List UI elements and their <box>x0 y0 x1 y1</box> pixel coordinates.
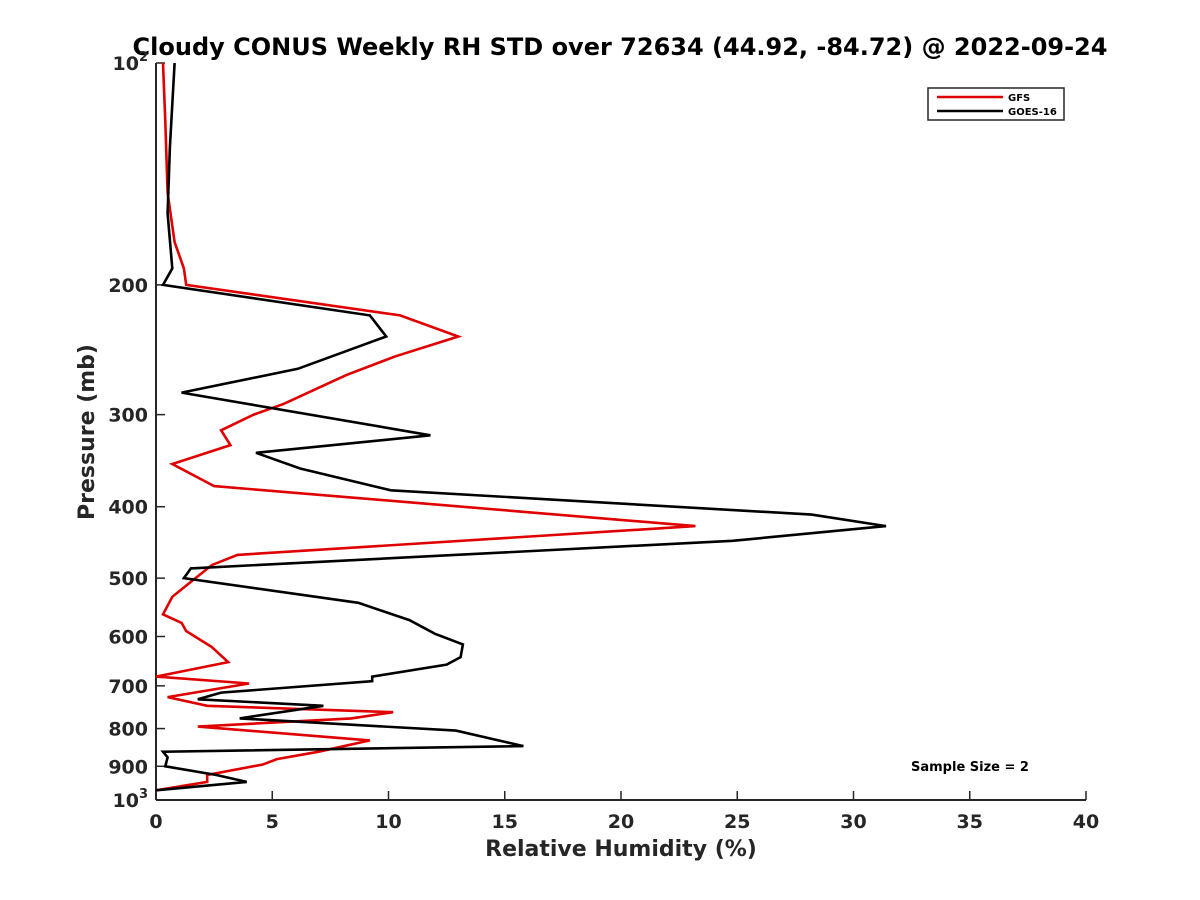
y-tick-label: 800 <box>108 719 148 741</box>
legend-label-goes16: GOES-16 <box>1008 107 1057 118</box>
y-tick-label: 700 <box>108 676 148 698</box>
x-tick-label: 10 <box>375 811 401 833</box>
legend-box <box>927 87 1065 121</box>
x-axis-label: Relative Humidity (%) <box>485 837 757 862</box>
y-tick-label: 600 <box>108 626 148 648</box>
series-layer <box>155 62 887 792</box>
x-tick-label: 40 <box>1073 811 1099 833</box>
x-tick-label: 35 <box>957 811 983 833</box>
y-tick-label: 500 <box>108 568 148 590</box>
plot-frame <box>155 63 1086 801</box>
series-line-goes16 <box>155 62 887 792</box>
x-tick-label: 0 <box>149 811 162 833</box>
y-tick-label: 103 <box>113 787 149 812</box>
x-axis: 0 5 10 15 20 25 30 35 40 <box>149 791 1099 833</box>
y-tick-label: 300 <box>108 405 148 427</box>
x-tick-label: 25 <box>724 811 750 833</box>
legend-label-gfs: GFS <box>1008 93 1030 104</box>
legend: GFS GOES-16 <box>927 87 1065 121</box>
sample-size-annotation: Sample Size = 2 <box>911 760 1029 775</box>
y-tick-label: 400 <box>108 497 148 519</box>
x-tick-label: 5 <box>266 811 279 833</box>
x-tick-label: 20 <box>608 811 634 833</box>
y-tick-label: 900 <box>108 756 148 778</box>
series-line-gfs <box>155 62 696 792</box>
chart-title: Cloudy CONUS Weekly RH STD over 72634 (4… <box>133 33 1108 61</box>
x-tick-label: 15 <box>492 811 518 833</box>
y-tick-label: 102 <box>113 50 149 75</box>
y-tick-label: 200 <box>108 275 148 297</box>
y-axis-label: Pressure (mb) <box>75 344 100 520</box>
y-axis: 102 200 300 400 500 600 700 800 900 103 <box>108 50 165 812</box>
x-tick-label: 30 <box>840 811 866 833</box>
